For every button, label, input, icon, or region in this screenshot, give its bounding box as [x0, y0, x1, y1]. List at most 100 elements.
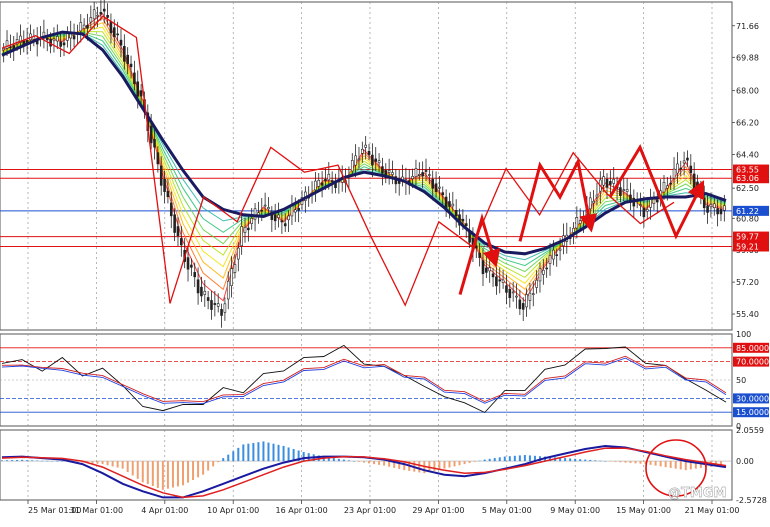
- candle-body: [287, 215, 290, 221]
- ma-ribbon-line: [1, 30, 727, 279]
- macd-histogram-bar: [176, 461, 179, 487]
- macd-histogram-bar: [368, 461, 371, 464]
- candle-body: [180, 238, 183, 246]
- osc-level-badge: [733, 407, 769, 418]
- macd-histogram-bar: [136, 461, 139, 479]
- macd-histogram-bar: [61, 461, 64, 462]
- candle-body: [273, 214, 277, 222]
- candle-body: [531, 293, 535, 295]
- candle-body: [374, 158, 378, 162]
- candle-body: [133, 72, 136, 85]
- candle-body: [702, 197, 706, 209]
- macd-histogram-bar: [488, 458, 491, 462]
- macd-histogram-bar: [282, 445, 285, 462]
- candle-body: [5, 40, 9, 49]
- ma-ribbon-line: [1, 12, 727, 302]
- candle-body: [163, 178, 166, 192]
- candle-body: [203, 291, 207, 295]
- candle-body: [109, 21, 113, 34]
- candle-body: [270, 211, 274, 220]
- macd-histogram-bar: [141, 461, 144, 483]
- macd-histogram-bar: [478, 460, 481, 462]
- candle-body: [572, 227, 575, 233]
- candle-body: [92, 9, 96, 20]
- candle-body: [112, 27, 116, 37]
- candle-body: [692, 173, 696, 189]
- oscillator-line: [1, 344, 727, 414]
- signal-line: [1, 447, 727, 499]
- candle-body: [528, 292, 532, 301]
- macd-histogram-bar: [16, 459, 19, 462]
- candle-body: [552, 249, 555, 260]
- macd-histogram-bar: [126, 461, 129, 473]
- osc-level-label: 30.0000: [736, 394, 769, 403]
- candle-body: [542, 269, 545, 275]
- candle-body: [377, 160, 381, 164]
- macd-histogram-bar: [207, 461, 210, 471]
- candle-body: [706, 205, 709, 213]
- candle-body: [82, 24, 86, 29]
- candle-body: [511, 291, 515, 294]
- macd-histogram-bar: [393, 461, 396, 468]
- osc-level-label: 85.0000: [736, 344, 769, 353]
- macd-histogram-bar: [684, 461, 687, 471]
- macd-histogram-bar: [46, 460, 49, 462]
- osc-level-label: 70.0000: [736, 358, 769, 367]
- osc-tick-label: 50: [736, 376, 746, 385]
- watermark-text: @TMGM: [668, 486, 726, 501]
- macd-histogram-bar: [438, 461, 441, 470]
- y-tick-label: 62.50: [736, 184, 759, 193]
- candle-body: [518, 299, 522, 310]
- candle-body: [515, 295, 518, 298]
- candle-body: [464, 223, 468, 227]
- candle-body: [548, 255, 552, 264]
- macd-histogram-bar: [131, 461, 134, 476]
- candle-body: [190, 264, 193, 268]
- candle-body: [666, 185, 669, 189]
- macd-histogram-bar: [453, 461, 456, 467]
- candle-body: [59, 41, 62, 47]
- candle-body: [595, 194, 599, 198]
- macd-histogram-bar: [609, 461, 612, 462]
- macd-histogram-bar: [513, 455, 516, 462]
- macd-histogram-bar: [217, 461, 220, 463]
- y-tick-label: 55.40: [736, 310, 759, 319]
- macd-histogram-bar: [564, 458, 567, 462]
- macd-histogram-bar: [96, 461, 99, 464]
- candle-body: [354, 155, 357, 166]
- candle-body: [371, 154, 374, 166]
- candle-body: [381, 166, 384, 174]
- macd-histogram-bar: [272, 443, 275, 462]
- x-tick-label: 9 May 01:00: [550, 506, 600, 515]
- candle-body: [317, 180, 321, 187]
- candle-body: [478, 252, 481, 258]
- macd-histogram-bar: [634, 461, 637, 464]
- macd-histogram-bar: [669, 461, 672, 468]
- macd-histogram-bar: [277, 444, 280, 462]
- candle-body: [444, 196, 448, 208]
- candle-body: [196, 279, 200, 294]
- macd-histogram-bar: [559, 457, 562, 462]
- macd-histogram-bar: [659, 461, 662, 467]
- macd-histogram-bar: [403, 461, 406, 471]
- candle-body: [357, 158, 361, 161]
- candle-body: [619, 187, 622, 197]
- macd-histogram-bar: [302, 452, 305, 462]
- candle-body: [243, 226, 247, 233]
- macd-histogram-bar: [483, 459, 486, 462]
- candle-body: [62, 42, 66, 46]
- osc-level-badge: [733, 356, 769, 367]
- candle-body: [451, 203, 455, 207]
- macd-histogram-bar: [518, 455, 521, 462]
- macd-tick-label: -2.5728: [736, 496, 767, 505]
- macd-histogram-bar: [36, 460, 39, 462]
- macd-histogram-bar: [398, 461, 401, 470]
- candle-body: [52, 38, 56, 41]
- candle-body: [575, 217, 579, 229]
- macd-histogram-bar: [378, 461, 381, 465]
- macd-histogram-bar: [639, 461, 642, 464]
- candle-body: [622, 189, 626, 191]
- macd-histogram-bar: [352, 461, 355, 462]
- macd-histogram-bar: [689, 461, 692, 470]
